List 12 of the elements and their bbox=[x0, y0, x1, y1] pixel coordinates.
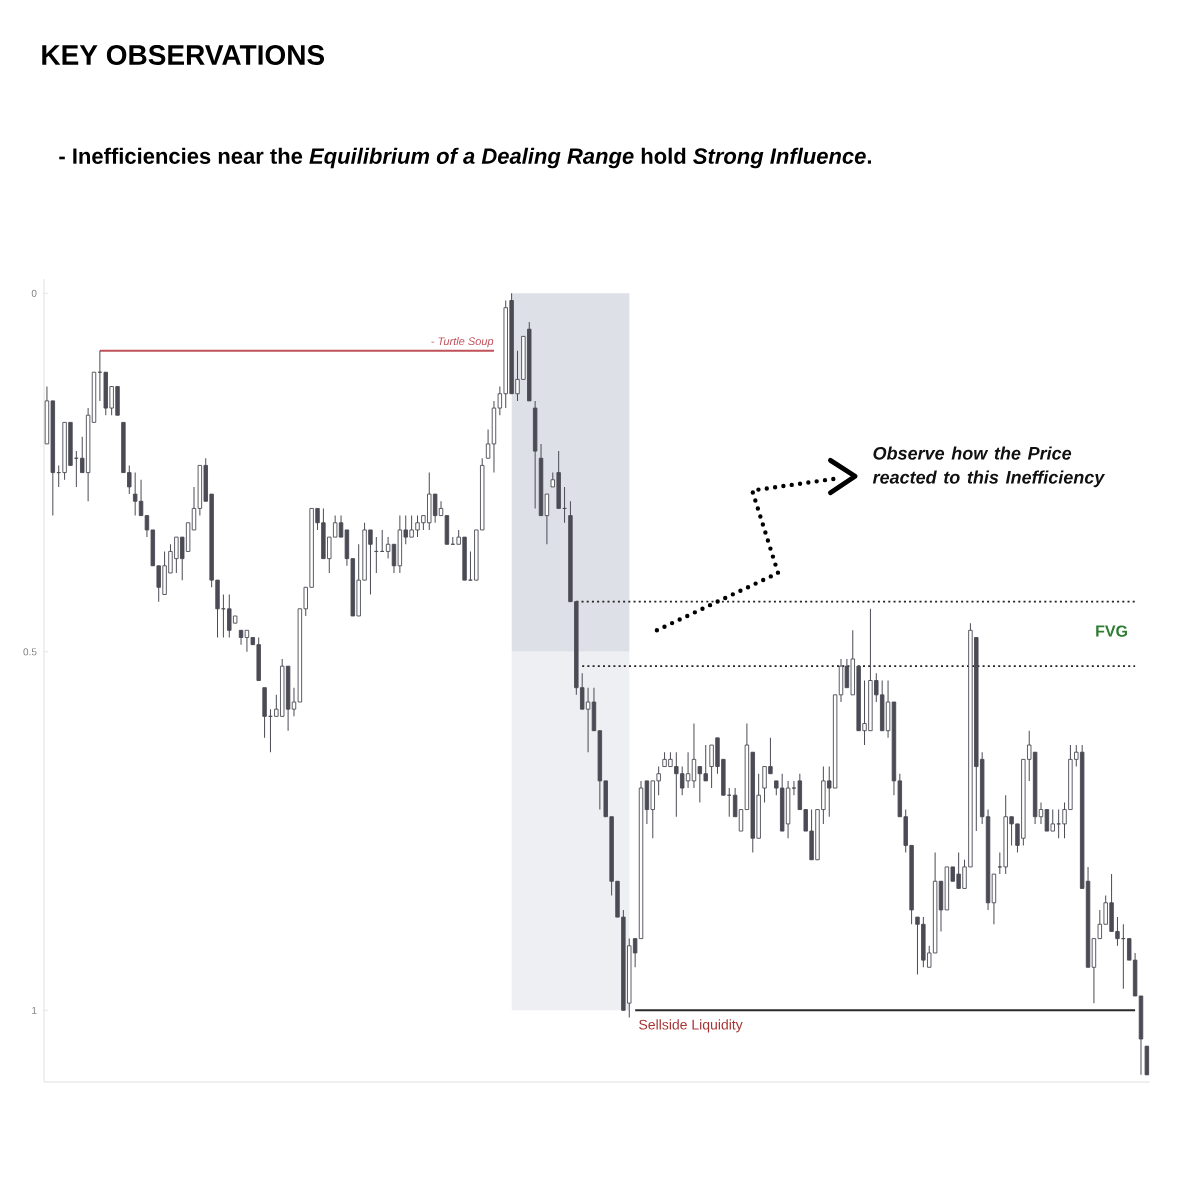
candlestick bbox=[238, 629, 244, 646]
candlestick bbox=[468, 550, 473, 581]
y-tick-label: 1 bbox=[32, 1006, 37, 1014]
annotation: Observe how the Price reacted to this Inefficiency bbox=[872, 446, 1106, 488]
chart-title: KEY OBSERVATIONS bbox=[42, 45, 325, 65]
annotation: FVG bbox=[1096, 625, 1128, 637]
candlestick bbox=[1056, 809, 1061, 839]
y-tick-label: 0 bbox=[31, 289, 37, 297]
y-tick-label: 0.5 bbox=[23, 648, 37, 656]
series-label: - Turtle Soup bbox=[431, 337, 494, 348]
chart-subtitle: - Inefficiencies near the Equilibrium of a Dealing Range hold Strong Influence. bbox=[59, 147, 871, 169]
annotation: Sellside Liquidity bbox=[639, 1019, 743, 1033]
